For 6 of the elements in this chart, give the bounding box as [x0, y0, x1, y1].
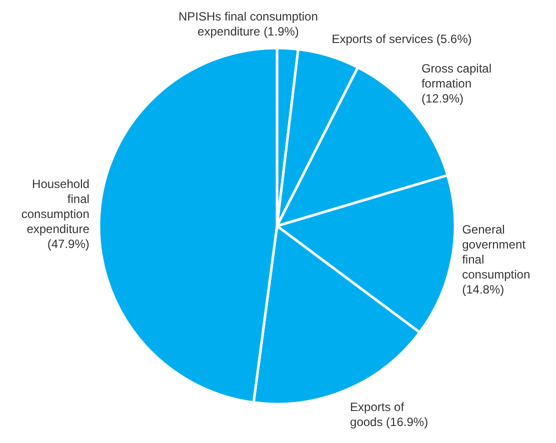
- slice-label: Household final consumption expenditure (47.9%): [21, 177, 90, 252]
- slice-label: Gross capital formation (12.9%): [421, 62, 492, 106]
- slice-label: NPISHs final consumption expenditure (1.9%): [178, 9, 318, 38]
- slice-label: Exports of services (5.6%): [332, 32, 472, 46]
- slice-label: Exports of goods (16.9%): [350, 400, 428, 430]
- slice-label: General government final consumption (14.8%): [462, 222, 530, 296]
